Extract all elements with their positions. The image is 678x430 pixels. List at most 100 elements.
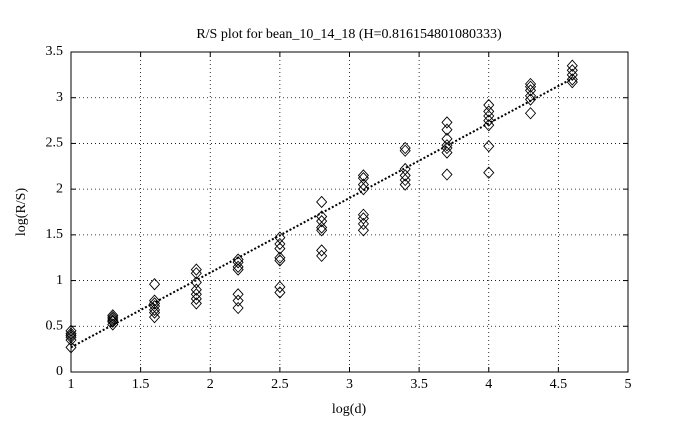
y-tick-label: 2 — [56, 181, 63, 196]
data-point — [357, 212, 369, 225]
y-axis-label: log(R/S) — [14, 188, 29, 237]
data-point — [316, 244, 328, 257]
data-point — [148, 310, 161, 324]
data-point — [148, 303, 161, 317]
data-point — [190, 267, 202, 280]
x-tick-label: 3.5 — [410, 377, 428, 392]
data-point — [316, 195, 328, 209]
data-point — [190, 288, 202, 301]
data-point — [107, 310, 119, 324]
data-point — [274, 280, 286, 294]
data-point — [483, 114, 495, 127]
data-point — [357, 208, 369, 221]
data-point — [441, 141, 453, 155]
data-point — [399, 178, 411, 191]
data-point — [483, 109, 495, 123]
data-point — [274, 237, 286, 251]
data-point — [566, 59, 578, 72]
data-point — [399, 173, 411, 187]
data-point — [190, 297, 202, 310]
data-point — [483, 118, 495, 132]
data-point — [65, 331, 77, 344]
data-point — [316, 249, 328, 263]
x-tick-label: 3 — [346, 377, 353, 392]
data-point — [190, 276, 202, 289]
data-point — [107, 309, 119, 322]
data-point — [566, 64, 578, 77]
data-point — [190, 263, 202, 276]
data-point — [566, 68, 578, 82]
data-point — [316, 221, 328, 234]
y-tick-label: 1.5 — [46, 227, 64, 242]
y-tick-label: 3.5 — [46, 44, 64, 59]
data-point — [441, 132, 453, 146]
data-point — [524, 77, 537, 91]
data-point — [399, 169, 411, 182]
data-point — [232, 260, 244, 274]
data-point — [190, 292, 202, 306]
data-point — [274, 242, 286, 255]
data-point — [232, 288, 244, 301]
data-point — [107, 312, 119, 326]
data-point — [357, 169, 369, 182]
data-point — [357, 182, 369, 196]
data-point — [232, 253, 244, 266]
fit-line — [70, 77, 573, 349]
data-point — [107, 315, 119, 328]
data-point — [148, 278, 161, 291]
data-point — [483, 105, 495, 118]
data-point — [190, 283, 202, 296]
data-point — [399, 144, 411, 157]
data-point — [441, 139, 453, 152]
data-point — [483, 166, 495, 179]
x-tick-label: 2 — [207, 377, 214, 392]
y-tick-label: 0 — [56, 364, 63, 379]
data-point — [441, 146, 453, 159]
y-tick-label: 1 — [56, 273, 63, 288]
x-axis-label: log(d) — [332, 402, 367, 417]
data-point — [524, 107, 537, 120]
x-tick-label: 4 — [485, 377, 492, 392]
data-point — [357, 217, 369, 231]
data-point — [148, 297, 161, 310]
data-point — [148, 294, 161, 307]
x-tick-label: 1.5 — [132, 377, 150, 392]
data-point — [65, 324, 77, 338]
data-point — [232, 294, 244, 307]
data-point — [65, 341, 77, 354]
y-tick-label: 2.5 — [46, 136, 64, 151]
x-tick-label: 1 — [68, 377, 75, 392]
data-point — [441, 116, 453, 129]
data-point — [65, 327, 77, 340]
y-tick-label: 3 — [56, 90, 63, 105]
x-tick-label: 5 — [625, 377, 632, 392]
data-point — [232, 301, 244, 315]
data-point — [274, 251, 286, 264]
data-point — [524, 84, 537, 97]
data-point — [107, 314, 119, 327]
data-point — [524, 80, 537, 93]
data-point — [441, 123, 453, 136]
data-point — [274, 254, 286, 267]
y-tick-label: 0.5 — [46, 319, 64, 334]
data-point — [316, 214, 328, 228]
data-point — [524, 93, 537, 106]
data-point — [441, 168, 453, 181]
data-point — [65, 333, 77, 347]
x-tick-label: 4.5 — [550, 377, 568, 392]
data-point — [274, 286, 286, 299]
data-point — [148, 306, 161, 319]
data-point — [357, 224, 369, 237]
data-point — [232, 263, 244, 276]
plot-frame — [70, 51, 629, 373]
data-point — [399, 141, 411, 155]
data-point — [65, 329, 77, 342]
data-point — [483, 139, 495, 153]
x-tick-label: 2.5 — [271, 377, 289, 392]
data-point — [316, 224, 328, 237]
data-point — [566, 73, 578, 86]
data-point — [107, 318, 119, 331]
chart-title: R/S plot for bean_10_14_18 (H=0.81615480… — [196, 27, 502, 42]
